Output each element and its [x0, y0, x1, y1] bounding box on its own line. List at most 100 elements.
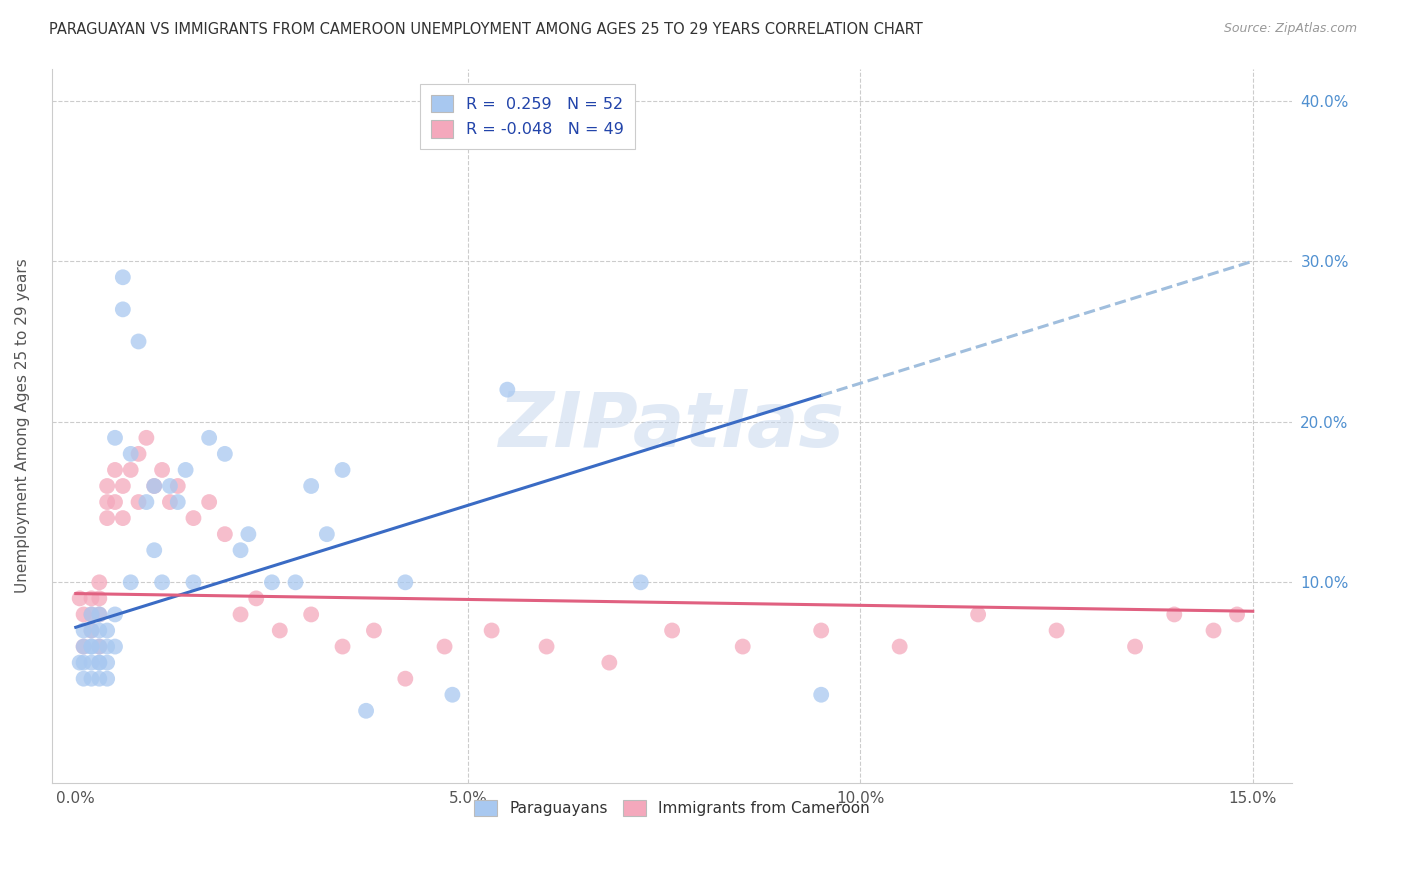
Point	[481, 624, 503, 638]
Point	[245, 591, 267, 606]
Point	[80, 624, 103, 638]
Point	[104, 463, 127, 477]
Point	[229, 543, 252, 558]
Point	[315, 527, 337, 541]
Point	[96, 479, 118, 493]
Point	[96, 624, 118, 638]
Point	[89, 656, 111, 670]
Point	[96, 495, 118, 509]
Point	[72, 607, 94, 622]
Point	[111, 479, 134, 493]
Point	[1163, 607, 1185, 622]
Point	[1123, 640, 1146, 654]
Point	[214, 527, 236, 541]
Point	[69, 591, 91, 606]
Point	[96, 656, 118, 670]
Point	[80, 640, 103, 654]
Point	[496, 383, 519, 397]
Point	[135, 431, 157, 445]
Point	[89, 591, 111, 606]
Point	[159, 495, 181, 509]
Point	[166, 495, 188, 509]
Point	[120, 447, 142, 461]
Point	[810, 688, 832, 702]
Point	[72, 640, 94, 654]
Point	[630, 575, 652, 590]
Text: Source: ZipAtlas.com: Source: ZipAtlas.com	[1223, 22, 1357, 36]
Point	[174, 463, 197, 477]
Point	[104, 495, 127, 509]
Point	[89, 607, 111, 622]
Legend: Paraguayans, Immigrants from Cameroon: Paraguayans, Immigrants from Cameroon	[465, 790, 879, 825]
Point	[299, 479, 322, 493]
Point	[80, 624, 103, 638]
Point	[111, 270, 134, 285]
Point	[889, 640, 911, 654]
Y-axis label: Unemployment Among Ages 25 to 29 years: Unemployment Among Ages 25 to 29 years	[15, 259, 30, 593]
Point	[72, 656, 94, 670]
Point	[143, 479, 166, 493]
Point	[166, 479, 188, 493]
Point	[1202, 624, 1225, 638]
Point	[394, 575, 416, 590]
Point	[128, 334, 150, 349]
Point	[80, 656, 103, 670]
Point	[89, 640, 111, 654]
Point	[96, 640, 118, 654]
Point	[260, 575, 283, 590]
Point	[128, 495, 150, 509]
Point	[332, 463, 354, 477]
Point	[104, 640, 127, 654]
Point	[354, 704, 377, 718]
Point	[238, 527, 260, 541]
Point	[89, 607, 111, 622]
Point	[269, 624, 291, 638]
Point	[183, 511, 205, 525]
Point	[536, 640, 558, 654]
Point	[441, 688, 464, 702]
Point	[89, 672, 111, 686]
Point	[810, 624, 832, 638]
Point	[128, 447, 150, 461]
Point	[96, 511, 118, 525]
Point	[214, 447, 236, 461]
Point	[150, 463, 173, 477]
Point	[72, 672, 94, 686]
Point	[89, 640, 111, 654]
Point	[284, 575, 307, 590]
Point	[183, 575, 205, 590]
Point	[111, 511, 134, 525]
Point	[198, 431, 221, 445]
Point	[89, 624, 111, 638]
Point	[598, 656, 620, 670]
Point	[1045, 624, 1067, 638]
Point	[80, 607, 103, 622]
Point	[363, 624, 385, 638]
Point	[120, 575, 142, 590]
Point	[332, 640, 354, 654]
Point	[299, 607, 322, 622]
Point	[96, 672, 118, 686]
Point	[661, 624, 683, 638]
Point	[80, 640, 103, 654]
Text: ZIPatlas: ZIPatlas	[499, 389, 845, 463]
Point	[80, 591, 103, 606]
Point	[143, 543, 166, 558]
Point	[159, 479, 181, 493]
Point	[111, 302, 134, 317]
Point	[135, 495, 157, 509]
Point	[72, 624, 94, 638]
Point	[150, 575, 173, 590]
Point	[89, 656, 111, 670]
Point	[394, 672, 416, 686]
Point	[120, 463, 142, 477]
Point	[104, 607, 127, 622]
Point	[143, 479, 166, 493]
Point	[80, 607, 103, 622]
Point	[69, 656, 91, 670]
Point	[80, 672, 103, 686]
Point	[198, 495, 221, 509]
Point	[433, 640, 456, 654]
Point	[104, 431, 127, 445]
Point	[72, 640, 94, 654]
